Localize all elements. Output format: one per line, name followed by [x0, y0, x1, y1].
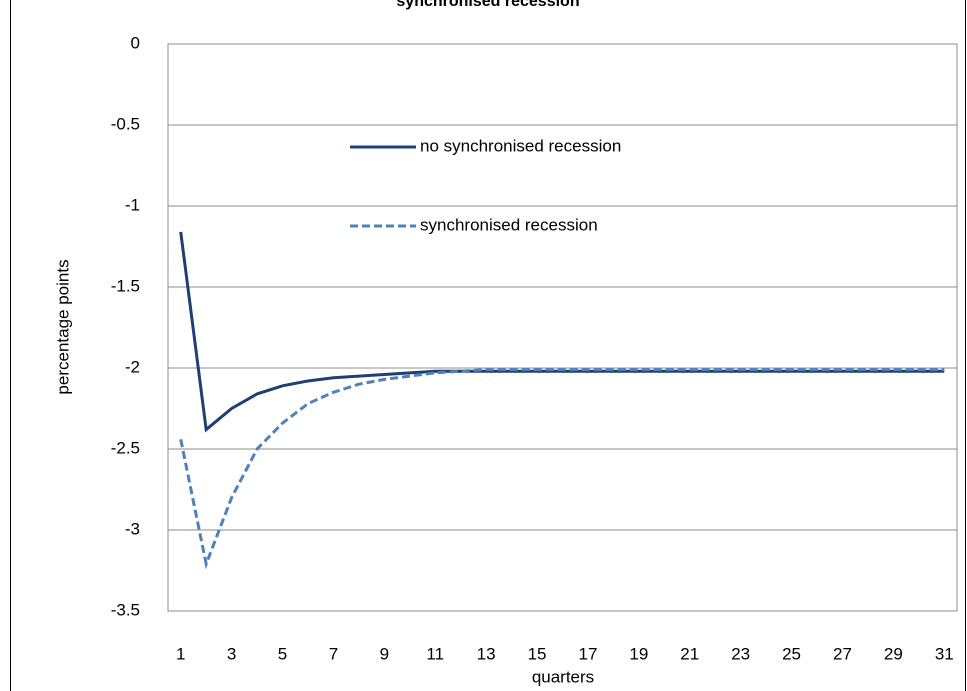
series-line — [179, 231, 945, 433]
series-line — [179, 368, 945, 570]
x-tick-label: 17 — [578, 644, 597, 663]
y-tick-label: -1.5 — [111, 276, 140, 295]
y-tick-label: -3.5 — [111, 600, 140, 619]
x-axis-label: quarters — [532, 667, 594, 686]
x-tick-label: 9 — [380, 644, 389, 663]
legend-label: synchronised recession — [420, 215, 598, 234]
x-tick-label: 23 — [731, 644, 750, 663]
y-tick-label: -3 — [125, 519, 140, 538]
y-tick-label: -2 — [125, 357, 140, 376]
x-tick-label: 7 — [329, 644, 338, 663]
x-tick-label: 21 — [680, 644, 699, 663]
x-tick-label: 25 — [782, 644, 801, 663]
x-tick-label: 5 — [278, 644, 287, 663]
legend-label: no synchronised recession — [420, 136, 621, 155]
y-tick-label: -0.5 — [111, 114, 140, 133]
chart-title: synchronised recession — [396, 0, 579, 10]
x-tick-label: 1 — [176, 644, 185, 663]
x-tick-label: 3 — [227, 644, 236, 663]
x-tick-label: 13 — [477, 644, 496, 663]
y-tick-label: -1 — [125, 195, 140, 214]
y-tick-label: 0 — [131, 33, 140, 52]
x-tick-label: 29 — [884, 644, 903, 663]
x-tick-label: 19 — [629, 644, 648, 663]
y-tick-label: -2.5 — [111, 438, 140, 457]
x-tick-label: 15 — [528, 644, 547, 663]
x-tick-label: 27 — [833, 644, 852, 663]
chart-frame — [10, 0, 966, 691]
x-tick-label: 31 — [935, 644, 954, 663]
x-tick-label: 11 — [426, 644, 444, 663]
y-axis-label: percentage points — [53, 259, 72, 394]
